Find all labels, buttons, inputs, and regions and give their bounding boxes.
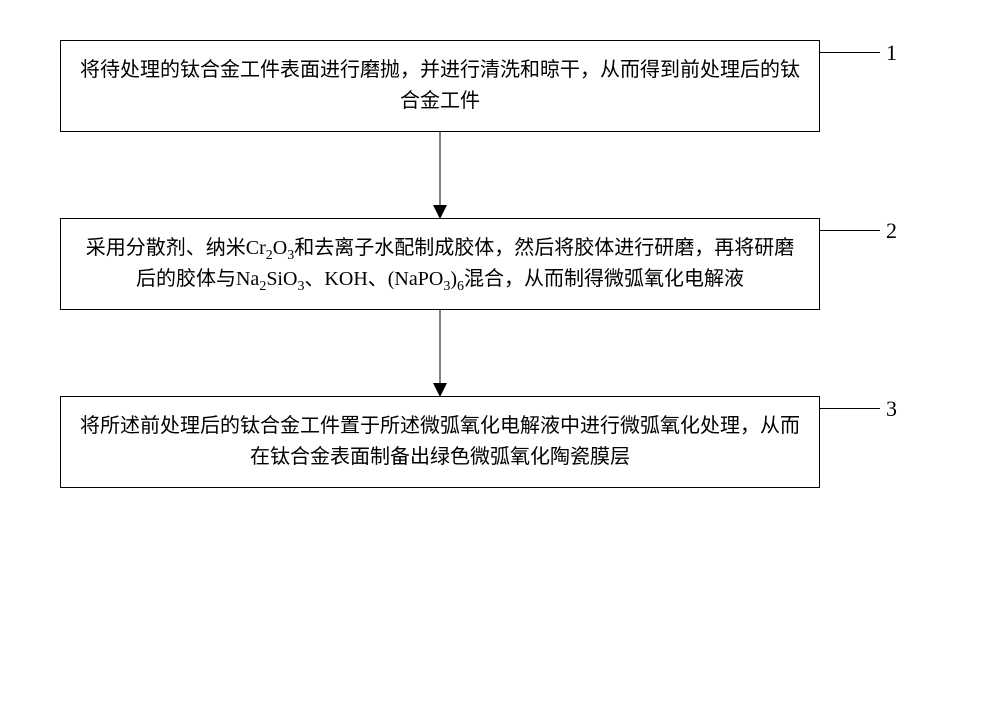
step-connector-3 (820, 408, 880, 409)
step-number-3: 3 (886, 396, 897, 422)
step-row-3: 将所述前处理后的钛合金工件置于所述微弧氧化电解液中进行微弧氧化处理，从而在钛合金… (60, 396, 940, 488)
flowchart-container: 将待处理的钛合金工件表面进行磨抛，并进行清洗和晾干，从而得到前处理后的钛合金工件… (60, 40, 940, 488)
step-connector-2 (820, 230, 880, 231)
step-number-1: 1 (886, 40, 897, 66)
arrow-head-icon (433, 205, 447, 219)
step-box-2: 采用分散剂、纳米Cr2O3和去离子水配制成胶体，然后将胶体进行研磨，再将研磨后的… (60, 218, 820, 310)
step-box-1: 将待处理的钛合金工件表面进行磨抛，并进行清洗和晾干，从而得到前处理后的钛合金工件 (60, 40, 820, 132)
step-number-2: 2 (886, 218, 897, 244)
step-text-1: 将待处理的钛合金工件表面进行磨抛，并进行清洗和晾干，从而得到前处理后的钛合金工件 (80, 59, 800, 112)
arrow-2-3 (439, 310, 441, 396)
step-row-2: 采用分散剂、纳米Cr2O3和去离子水配制成胶体，然后将胶体进行研磨，再将研磨后的… (60, 218, 940, 310)
arrow-1-2 (439, 132, 441, 218)
step-box-3: 将所述前处理后的钛合金工件置于所述微弧氧化电解液中进行微弧氧化处理，从而在钛合金… (60, 396, 820, 488)
arrow-head-icon (433, 383, 447, 397)
step-text-2: 采用分散剂、纳米Cr2O3和去离子水配制成胶体，然后将胶体进行研磨，再将研磨后的… (86, 237, 794, 290)
step-row-1: 将待处理的钛合金工件表面进行磨抛，并进行清洗和晾干，从而得到前处理后的钛合金工件… (60, 40, 940, 132)
step-connector-1 (820, 52, 880, 53)
step-text-3: 将所述前处理后的钛合金工件置于所述微弧氧化电解液中进行微弧氧化处理，从而在钛合金… (80, 415, 800, 468)
